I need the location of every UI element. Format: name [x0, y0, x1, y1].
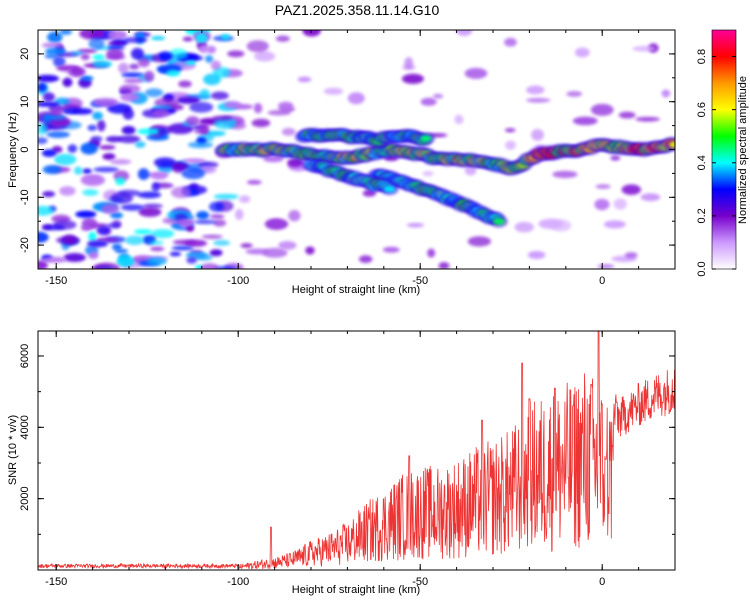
snr-series-line: [38, 331, 675, 570]
snr-y-tick-label: 6000: [19, 344, 31, 368]
snr-xlabel: Height of straight line (km): [292, 584, 420, 596]
colorbar-tick-label: 0.0: [696, 261, 708, 276]
spectrogram-x-tick-label: 0: [599, 275, 605, 287]
colorbar-tick-label: 0.6: [696, 102, 708, 117]
snr-panel: -150 -100 -50 0 2000 4000 6000 Height of strai…: [7, 330, 676, 596]
spectrogram-y-tick-label: -20: [19, 237, 31, 253]
spectrogram-x-tick-label: -150: [45, 275, 67, 287]
snr-ticks: -150 -100 -50 0 2000 4000 6000: [19, 331, 676, 588]
snr-x-tick-label: -150: [45, 576, 67, 588]
spectrogram-y-tick-label: -10: [19, 189, 31, 205]
spectrogram-heatmap: [38, 30, 675, 269]
snr-y-tick-label: 4000: [19, 415, 31, 439]
snr-ylabel: SNR (10 * v/v): [7, 415, 19, 485]
snr-frame: [37, 330, 676, 571]
snr-y-tick-label: 2000: [19, 486, 31, 510]
colorbar-tick-label: 0.2: [696, 208, 708, 223]
snr-x-tick-label: -50: [412, 576, 428, 588]
colorbar-label: Normalized spectral amplitude: [737, 76, 749, 224]
spectrogram-ylabel: Frequency (Hz): [7, 112, 19, 188]
spectrogram-x-tick-label: -100: [227, 275, 249, 287]
spectrogram-y-tick-label: 20: [19, 48, 31, 60]
spectrogram-xlabel: Height of straight line (km): [292, 284, 420, 296]
spectrogram-y-tick-label: 0: [19, 146, 31, 152]
snr-x-tick-label: 0: [599, 576, 605, 588]
colorbar-tick-label: 0.4: [696, 155, 708, 170]
colorbar: 0.0 0.2 0.4 0.6 0.8 Normalized spectral ampl…: [696, 29, 749, 277]
colorbar-frame: [711, 29, 737, 270]
spectrogram-x-tick-label: -50: [412, 275, 428, 287]
colorbar-tick-label: 0.8: [696, 49, 708, 64]
snr-x-tick-label: -100: [227, 576, 249, 588]
figure-title: PAZ1.2025.358.11.14.G10: [275, 2, 440, 18]
colorbar-bar: [712, 30, 736, 269]
colorbar-ticks: 0.0 0.2 0.4 0.6 0.8: [696, 49, 736, 277]
spectrogram-y-tick-label: 10: [19, 96, 31, 108]
